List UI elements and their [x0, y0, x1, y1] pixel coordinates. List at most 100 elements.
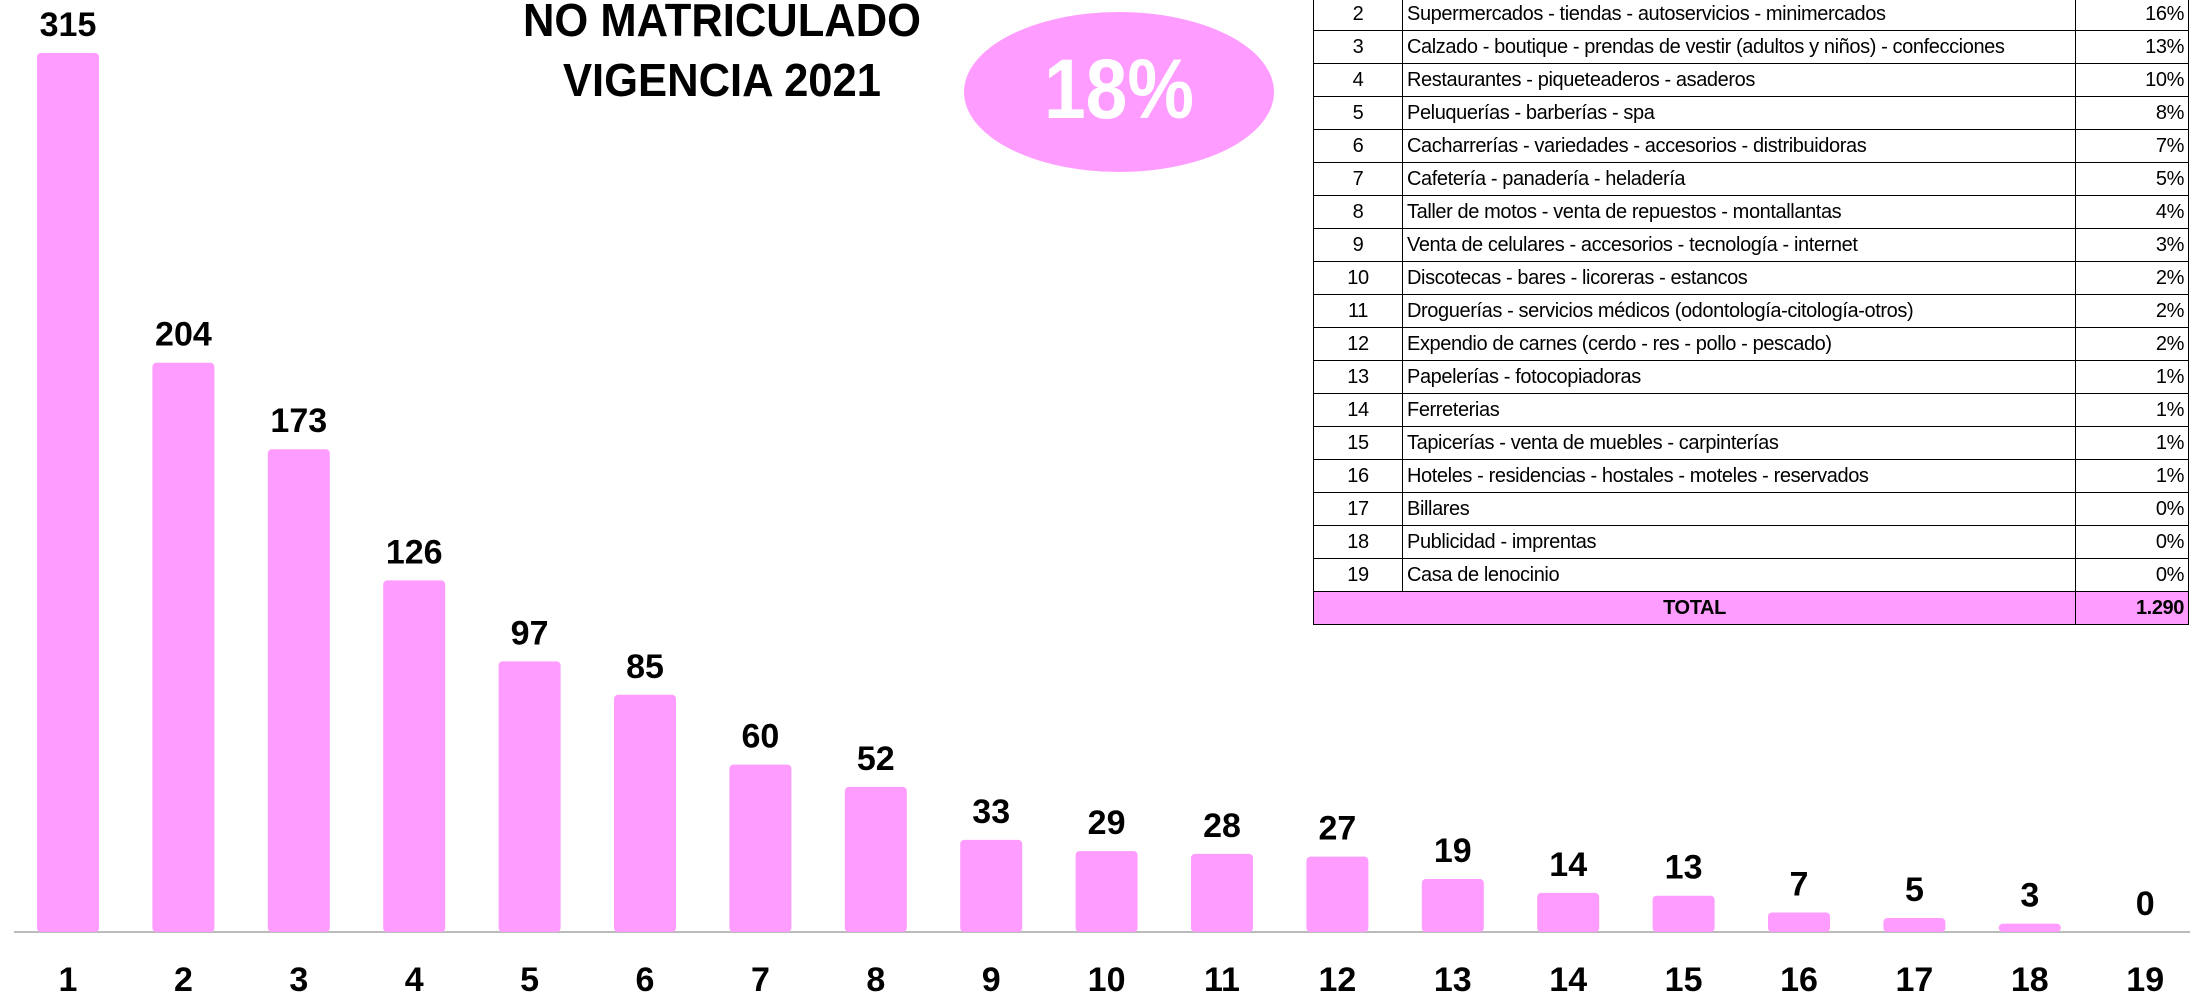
- bar: [729, 764, 792, 932]
- row-percent: 1%: [2075, 360, 2189, 394]
- bar: [1652, 895, 1715, 932]
- row-percent: 1%: [2075, 426, 2189, 460]
- x-tick-label: 12: [1318, 961, 1356, 998]
- table-row: 5 Peluquerías - barberías - spa 8%: [1313, 96, 2189, 130]
- value-label: 85: [626, 648, 664, 686]
- row-percent: 13%: [2075, 30, 2189, 64]
- table-container: 1transporte, funerarias, fabricas, combu…: [1313, 0, 2190, 720]
- bar: [267, 449, 330, 932]
- x-tick-label: 4: [405, 961, 424, 998]
- row-percent: 5%: [2075, 162, 2189, 196]
- row-number: 2: [1313, 0, 1403, 31]
- row-description: Hoteles - residencias - hostales - motel…: [1402, 459, 2076, 493]
- bar: [1768, 912, 1830, 932]
- row-percent: 1%: [2075, 459, 2189, 493]
- bar: [1306, 856, 1369, 932]
- x-tick-label: 7: [751, 961, 770, 998]
- bar: [152, 362, 215, 932]
- row-number: 11: [1313, 294, 1403, 328]
- x-tick-label: 5: [520, 961, 539, 998]
- value-label: 60: [741, 718, 779, 756]
- row-number: 17: [1313, 492, 1403, 526]
- row-description: Ferreterias: [1402, 393, 2076, 427]
- value-label: 14: [1549, 846, 1587, 884]
- table-row: 14 Ferreterias 1%: [1313, 393, 2189, 427]
- table-row: 15 Tapicerías - venta de muebles - carpin…: [1313, 426, 2189, 460]
- x-tick-label: 10: [1088, 961, 1126, 998]
- table-row: 16 Hoteles - residencias - hostales - mot…: [1313, 459, 2189, 493]
- bar: [383, 580, 446, 932]
- row-number: 13: [1313, 360, 1403, 394]
- row-description: Tapicerías - venta de muebles - carpinte…: [1402, 426, 2076, 460]
- row-percent: 7%: [2075, 129, 2189, 163]
- bar: [1075, 851, 1138, 932]
- x-tick-label: 2: [174, 961, 193, 998]
- value-label: 52: [857, 740, 895, 778]
- value-label: 33: [972, 793, 1010, 831]
- value-label: 97: [511, 614, 549, 652]
- row-percent: 0%: [2075, 525, 2189, 559]
- table-row: 11 Droguerías - servicios médicos (odonto…: [1313, 294, 2189, 328]
- bar: [844, 786, 907, 932]
- value-label: 13: [1665, 849, 1703, 887]
- row-percent: 0%: [2075, 492, 2189, 526]
- row-number: 18: [1313, 525, 1403, 559]
- table-row: 13 Papelerías - fotocopiadoras 1%: [1313, 360, 2189, 394]
- x-tick-label: 11: [1204, 961, 1240, 998]
- row-number: 16: [1313, 459, 1403, 493]
- table-row: 19 Casa de lenocinio 0%: [1313, 558, 2189, 592]
- table-row: 9 Venta de celulares - accesorios - tecno…: [1313, 228, 2189, 262]
- table-row: 4 Restaurantes - piqueteaderos - asaderos…: [1313, 63, 2189, 97]
- table-row: 17 Billares 0%: [1313, 492, 2189, 526]
- value-label: 28: [1203, 807, 1241, 845]
- x-tick-label: 15: [1665, 961, 1703, 998]
- bar: [37, 53, 99, 932]
- value-label: 315: [40, 6, 97, 44]
- value-label: 173: [270, 402, 327, 440]
- bar: [614, 694, 676, 932]
- row-description: Discotecas - bares - licoreras - estanco…: [1402, 261, 2076, 295]
- bar: [1998, 923, 2061, 932]
- bar: [1191, 853, 1253, 932]
- badge-shape: [964, 12, 1274, 172]
- row-percent: 10%: [2075, 63, 2189, 97]
- row-description: Peluquerías - barberías - spa: [1402, 96, 2076, 130]
- table-row: 18 Publicidad - imprentas 0%: [1313, 525, 2189, 559]
- row-number: 6: [1313, 129, 1403, 163]
- total-row: TOTAL 1.290: [1313, 591, 2189, 625]
- bar: [498, 661, 561, 932]
- badge: 18%: [1044, 42, 1194, 136]
- x-tick-label: 14: [1549, 961, 1587, 998]
- table-row: 2 Supermercados - tiendas - autoservicios…: [1313, 0, 2189, 31]
- row-number: 9: [1313, 228, 1403, 262]
- row-percent: 4%: [2075, 195, 2189, 229]
- row-number: 4: [1313, 63, 1403, 97]
- row-description: Supermercados - tiendas - autoservicios …: [1402, 0, 2076, 31]
- row-description: Calzado - boutique - prendas de vestir (…: [1402, 30, 2076, 64]
- value-label: 204: [155, 316, 212, 354]
- table-row: 7 Cafetería - panadería - heladería 5%: [1313, 162, 2189, 196]
- row-description: Casa de lenocinio: [1402, 558, 2076, 592]
- x-tick-label: 19: [2126, 961, 2164, 998]
- table: 1transporte, funerarias, fabricas, combu…: [1313, 0, 2189, 625]
- row-description: Expendio de carnes (cerdo - res - pollo …: [1402, 327, 2076, 361]
- row-percent: 16%: [2075, 0, 2189, 31]
- table-row: 6 Cacharrerías - variedades - accesorios …: [1313, 129, 2189, 163]
- value-label: 27: [1318, 810, 1356, 848]
- table-row: 10 Discotecas - bares - licoreras - estan…: [1313, 261, 2189, 295]
- row-description: Publicidad - imprentas: [1402, 525, 2076, 559]
- value-label: 0: [2136, 885, 2155, 923]
- value-label: 19: [1434, 832, 1472, 870]
- table-row: 8 Taller de motos - venta de repuestos - …: [1313, 195, 2189, 229]
- row-number: 15: [1313, 426, 1403, 460]
- value-label: 3: [2020, 877, 2039, 915]
- row-description: Venta de celulares - accesorios - tecnol…: [1402, 228, 2076, 262]
- row-number: 5: [1313, 96, 1403, 130]
- chart-title: NO MATRICULADO: [523, 0, 921, 46]
- row-description: Droguerías - servicios médicos (odontolo…: [1402, 294, 2076, 328]
- row-description: Cafetería - panadería - heladería: [1402, 162, 2076, 196]
- total-label: TOTAL: [1313, 591, 2076, 625]
- chart-title: VIGENCIA 2021: [563, 54, 881, 106]
- value-label: 5: [1905, 871, 1924, 909]
